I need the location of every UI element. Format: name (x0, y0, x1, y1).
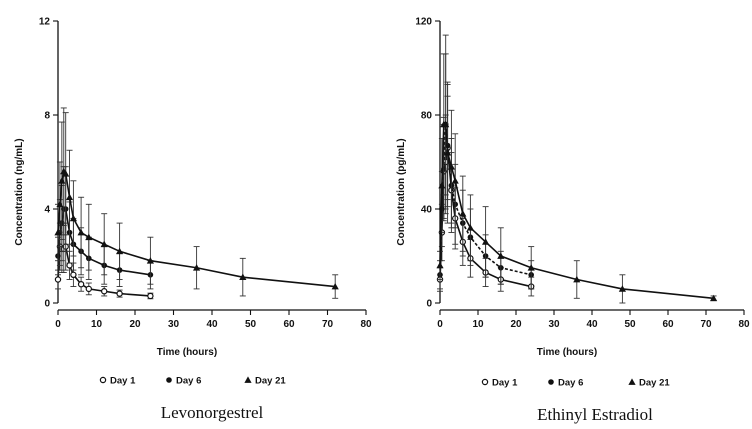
data-point (573, 275, 581, 283)
legend-label: Day 1 (492, 378, 518, 389)
x-tick-label: 30 (548, 319, 560, 330)
legend-marker (548, 379, 554, 385)
data-point (100, 240, 108, 248)
data-point (54, 228, 62, 236)
legend-label: Day 21 (639, 378, 670, 389)
legend-marker (481, 378, 489, 386)
x-tick-label: 70 (322, 319, 334, 330)
data-point (77, 228, 85, 236)
data-point (710, 294, 718, 302)
data-point (459, 210, 467, 217)
x-tick-label: 30 (168, 319, 180, 330)
legend-label: Day 6 (176, 376, 201, 387)
chart-caption: Ethinyl Estradiol (537, 405, 653, 424)
data-point (497, 252, 505, 259)
data-point (447, 163, 455, 170)
x-tick-label: 70 (700, 319, 712, 330)
data-point (85, 233, 93, 241)
data-point (54, 276, 62, 283)
data-point (56, 200, 64, 208)
y-tick-label: 80 (421, 111, 433, 122)
legend-marker (628, 378, 636, 385)
data-point (618, 285, 626, 292)
data-point (146, 257, 154, 264)
x-tick-label: 60 (283, 319, 295, 330)
series-day-21 (436, 34, 718, 304)
x-tick-label: 80 (738, 319, 750, 330)
y-tick-label: 120 (415, 17, 432, 28)
legend-label: Day 21 (255, 376, 286, 387)
y-tick-label: 0 (44, 299, 50, 310)
y-tick-label: 4 (44, 205, 50, 216)
y-axis-title: Concentration (ng/mL) (14, 138, 25, 245)
data-point (527, 264, 535, 271)
x-tick-label: 10 (91, 319, 103, 330)
data-point (70, 271, 77, 278)
data-point (65, 193, 74, 201)
x-tick-label: 20 (129, 319, 141, 330)
data-point (100, 288, 108, 295)
y-tick-label: 8 (44, 111, 50, 122)
x-tick-label: 50 (624, 319, 636, 330)
x-axis-title: Time (hours) (537, 347, 597, 358)
chart-caption: Levonorgestrel (161, 403, 264, 422)
x-tick-label: 20 (510, 319, 522, 330)
data-point (444, 149, 452, 156)
data-point (451, 177, 459, 184)
data-point (442, 120, 450, 128)
y-axis-title: Concentration (pg/mL) (396, 138, 407, 245)
data-point (69, 214, 77, 222)
data-point (62, 170, 70, 177)
y-tick-label: 0 (426, 299, 432, 310)
legend-marker (166, 377, 172, 383)
data-point (116, 290, 123, 297)
data-point (193, 264, 201, 271)
data-point (147, 292, 154, 300)
series-day-21 (54, 107, 339, 299)
y-tick-label: 12 (39, 17, 51, 28)
legend: Day 1 Day 6 Day 21 (99, 376, 286, 387)
series-line (439, 124, 532, 276)
chart-panel-2: 0 40 80 120 0 10 20 30 40 50 60 70 80 Time (hours) Con… (396, 17, 750, 425)
data-point (116, 247, 124, 255)
x-tick-label: 50 (245, 319, 257, 330)
data-point (436, 261, 444, 269)
y-tick-label: 40 (421, 205, 433, 216)
chart-panel-1: 0 4 8 12 0 10 20 30 40 50 60 70 80 Time (hours) Concen… (14, 17, 372, 423)
data-point (331, 282, 339, 290)
x-tick-label: 10 (472, 319, 484, 330)
data-point (58, 177, 66, 184)
data-point (438, 181, 446, 189)
x-tick-label: 40 (586, 319, 598, 330)
data-point (85, 285, 93, 293)
legend: Day 1 Day 6 Day 21 (481, 378, 670, 389)
legend-label: Day 1 (110, 376, 136, 387)
data-point (482, 238, 490, 245)
legend-marker (99, 376, 107, 384)
legend-label: Day 6 (558, 378, 583, 389)
legend-marker (244, 376, 252, 383)
x-tick-label: 0 (437, 319, 443, 330)
x-tick-label: 80 (360, 319, 372, 330)
data-point (66, 262, 73, 269)
x-tick-label: 0 (55, 319, 61, 330)
data-point (77, 281, 85, 288)
x-tick-label: 60 (662, 319, 674, 330)
x-axis-title: Time (hours) (157, 347, 217, 358)
data-point (239, 273, 247, 281)
data-point (466, 224, 474, 231)
x-tick-label: 40 (206, 319, 218, 330)
